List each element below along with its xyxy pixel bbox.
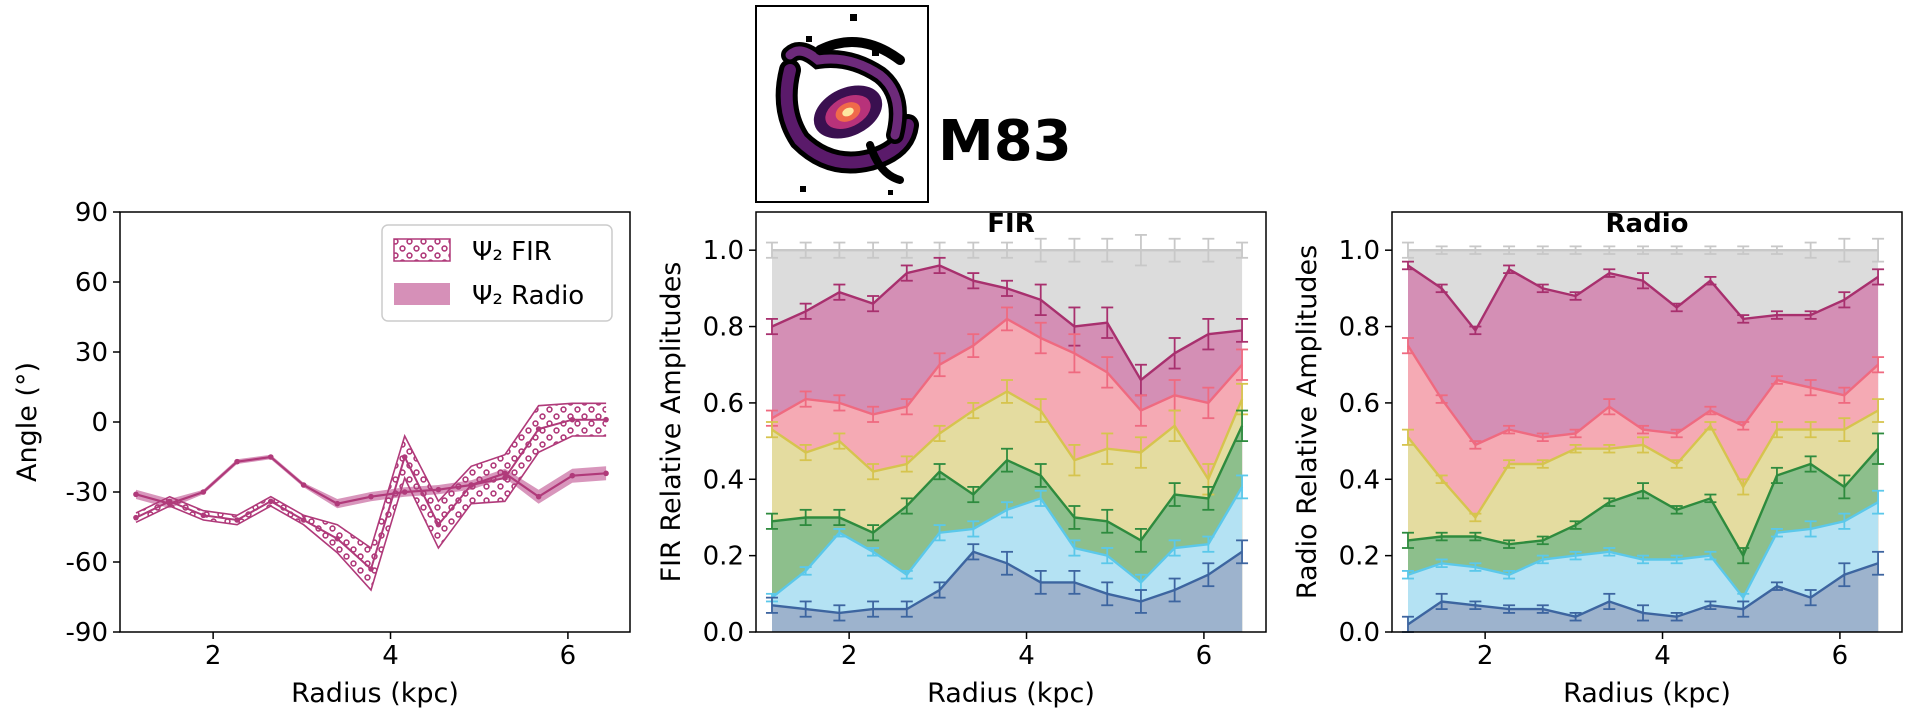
angle-xtick-label-0: 2 xyxy=(205,641,222,671)
radio-xlabel: Radius (kpc) xyxy=(1563,678,1731,709)
fir-ytick-label-4: 0.8 xyxy=(703,313,744,343)
radio-xtick-label-0: 2 xyxy=(1477,641,1494,671)
galaxy-name: M83 xyxy=(938,109,1072,174)
radio-xtick-label-1: 4 xyxy=(1654,641,1671,671)
fir-point-1 xyxy=(166,498,173,505)
radio-point-7 xyxy=(368,493,374,500)
angle-ytick-label-0: -90 xyxy=(66,618,108,648)
legend-swatch-radio xyxy=(394,283,450,305)
angle-xtick-label-1: 4 xyxy=(382,641,399,671)
fir-xtick-label-0: 2 xyxy=(841,641,858,671)
angle-chart: 2 4 6 -90 -60 -30 0 30 60 90 Radius (kpc) Angle (°)… xyxy=(12,198,631,709)
fir-point-10 xyxy=(468,482,475,488)
angle-ytick-label-6: 90 xyxy=(75,198,108,228)
radio-ytick-label-3: 0.6 xyxy=(1339,389,1380,419)
fir-ytick-label-0: 0.0 xyxy=(703,618,744,648)
radio-point-5 xyxy=(300,482,307,488)
fir-point-8 xyxy=(401,454,408,460)
fir-point-7 xyxy=(368,566,374,572)
fir-xlabel: Radius (kpc) xyxy=(927,678,1095,709)
radio-point-0 xyxy=(133,491,139,498)
angle-ytick-label-4: 30 xyxy=(75,338,108,368)
fir-point-4 xyxy=(267,498,274,505)
fir-fill-m1 xyxy=(772,551,1243,632)
radio-point-8 xyxy=(401,489,408,495)
galaxy-thumbnail xyxy=(755,5,929,203)
angle-ytick-label-2: -30 xyxy=(66,478,108,508)
radio-ylabel: Radio Relative Amplitudes xyxy=(1292,245,1323,599)
radio-title: Radio xyxy=(1606,209,1689,239)
angle-ylabel: Angle (°) xyxy=(12,362,43,482)
fir-point-6 xyxy=(334,535,341,542)
radio-ytick-label-4: 0.8 xyxy=(1339,313,1380,343)
radio-point-9 xyxy=(435,486,442,493)
radio-point-12 xyxy=(535,493,542,500)
fir-point-5 xyxy=(300,517,307,523)
radio-point-4 xyxy=(267,454,274,460)
angle-ytick-label-3: 0 xyxy=(91,408,108,438)
fir-point-3 xyxy=(234,517,240,523)
fir-point-9 xyxy=(435,521,442,528)
fir-point-2 xyxy=(200,512,207,519)
radio-point-13 xyxy=(569,472,576,479)
fir-amplitude-chart: 2 4 6 0.0 0.2 0.4 0.6 0.8 1.0 Radius (kpc) FIR Rel… xyxy=(656,209,1267,709)
radio-ytick-label-0: 0.0 xyxy=(1339,618,1380,648)
radio-xtick-label-2: 6 xyxy=(1832,641,1849,671)
legend-swatch-fir xyxy=(393,238,451,262)
fir-point-13 xyxy=(569,416,576,423)
galaxy-image xyxy=(775,14,919,195)
radio-ytick-label-1: 0.2 xyxy=(1339,542,1380,572)
angle-ytick-label-5: 60 xyxy=(75,268,108,298)
radio-ytick-label-2: 0.4 xyxy=(1339,465,1380,495)
radio-point-6 xyxy=(334,500,341,507)
angle-xlabel: Radius (kpc) xyxy=(291,678,459,709)
fir-band-upper xyxy=(135,402,607,550)
radio-frame xyxy=(1391,211,1903,633)
fir-point-12 xyxy=(535,426,542,432)
legend-label-fir: Ψ₂ FIR xyxy=(472,237,552,267)
angle-xtick-label-2: 6 xyxy=(560,641,577,671)
fir-frame xyxy=(755,211,1267,633)
radio-amplitude-chart: 2 4 6 0.0 0.2 0.4 0.6 0.8 1.0 Radius (kpc) Radio R… xyxy=(1292,209,1903,709)
fir-title: FIR xyxy=(987,209,1034,239)
fir-ytick-label-1: 0.2 xyxy=(703,542,744,572)
fir-point-11 xyxy=(502,475,508,481)
fir-xtick-label-1: 4 xyxy=(1018,641,1035,671)
fir-point-14 xyxy=(603,416,609,423)
fir-band xyxy=(136,403,607,590)
radio-ytick-label-5: 1.0 xyxy=(1339,236,1380,266)
radio-point-2 xyxy=(200,489,207,495)
fir-ylabel: FIR Relative Amplitudes xyxy=(656,262,687,583)
radio-point-14 xyxy=(603,470,609,477)
fir-xtick-label-2: 6 xyxy=(1196,641,1213,671)
radio-fill-m1 xyxy=(1408,563,1879,632)
fir-ytick-label-5: 1.0 xyxy=(703,236,744,266)
radio-band xyxy=(136,454,607,509)
fir-ytick-label-2: 0.4 xyxy=(703,465,744,495)
angle-ytick-label-1: -60 xyxy=(66,548,108,578)
radio-point-3 xyxy=(234,458,240,465)
fir-band-lower xyxy=(135,435,607,592)
fir-point-0 xyxy=(133,514,139,521)
fir-ytick-label-3: 0.6 xyxy=(703,389,744,419)
legend-label-radio: Ψ₂ Radio xyxy=(472,281,584,311)
